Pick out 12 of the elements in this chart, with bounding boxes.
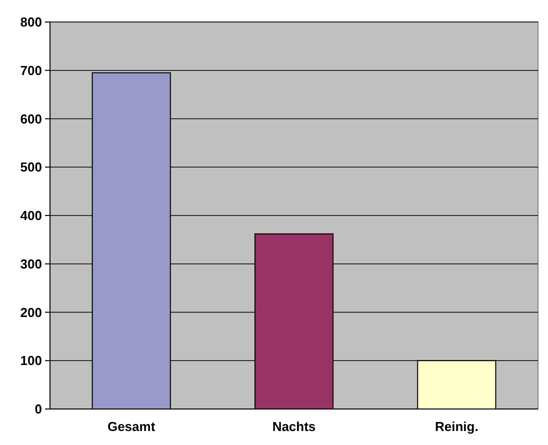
y-tick-label: 0 — [34, 402, 42, 417]
x-tick-label: Reinig. — [434, 419, 478, 434]
y-tick-label: 800 — [20, 14, 42, 30]
y-tick-label: 600 — [20, 111, 42, 126]
y-tick-label: 400 — [20, 208, 42, 224]
x-tick-label: Gesamt — [107, 419, 156, 434]
x-tick-label: Nachts — [272, 419, 316, 434]
y-tick-label: 700 — [20, 62, 42, 78]
y-tick-label: 200 — [20, 304, 42, 320]
y-tick-label: 100 — [20, 353, 42, 368]
y-tick-label: 300 — [20, 256, 42, 272]
y-tick-label: 500 — [20, 160, 42, 175]
